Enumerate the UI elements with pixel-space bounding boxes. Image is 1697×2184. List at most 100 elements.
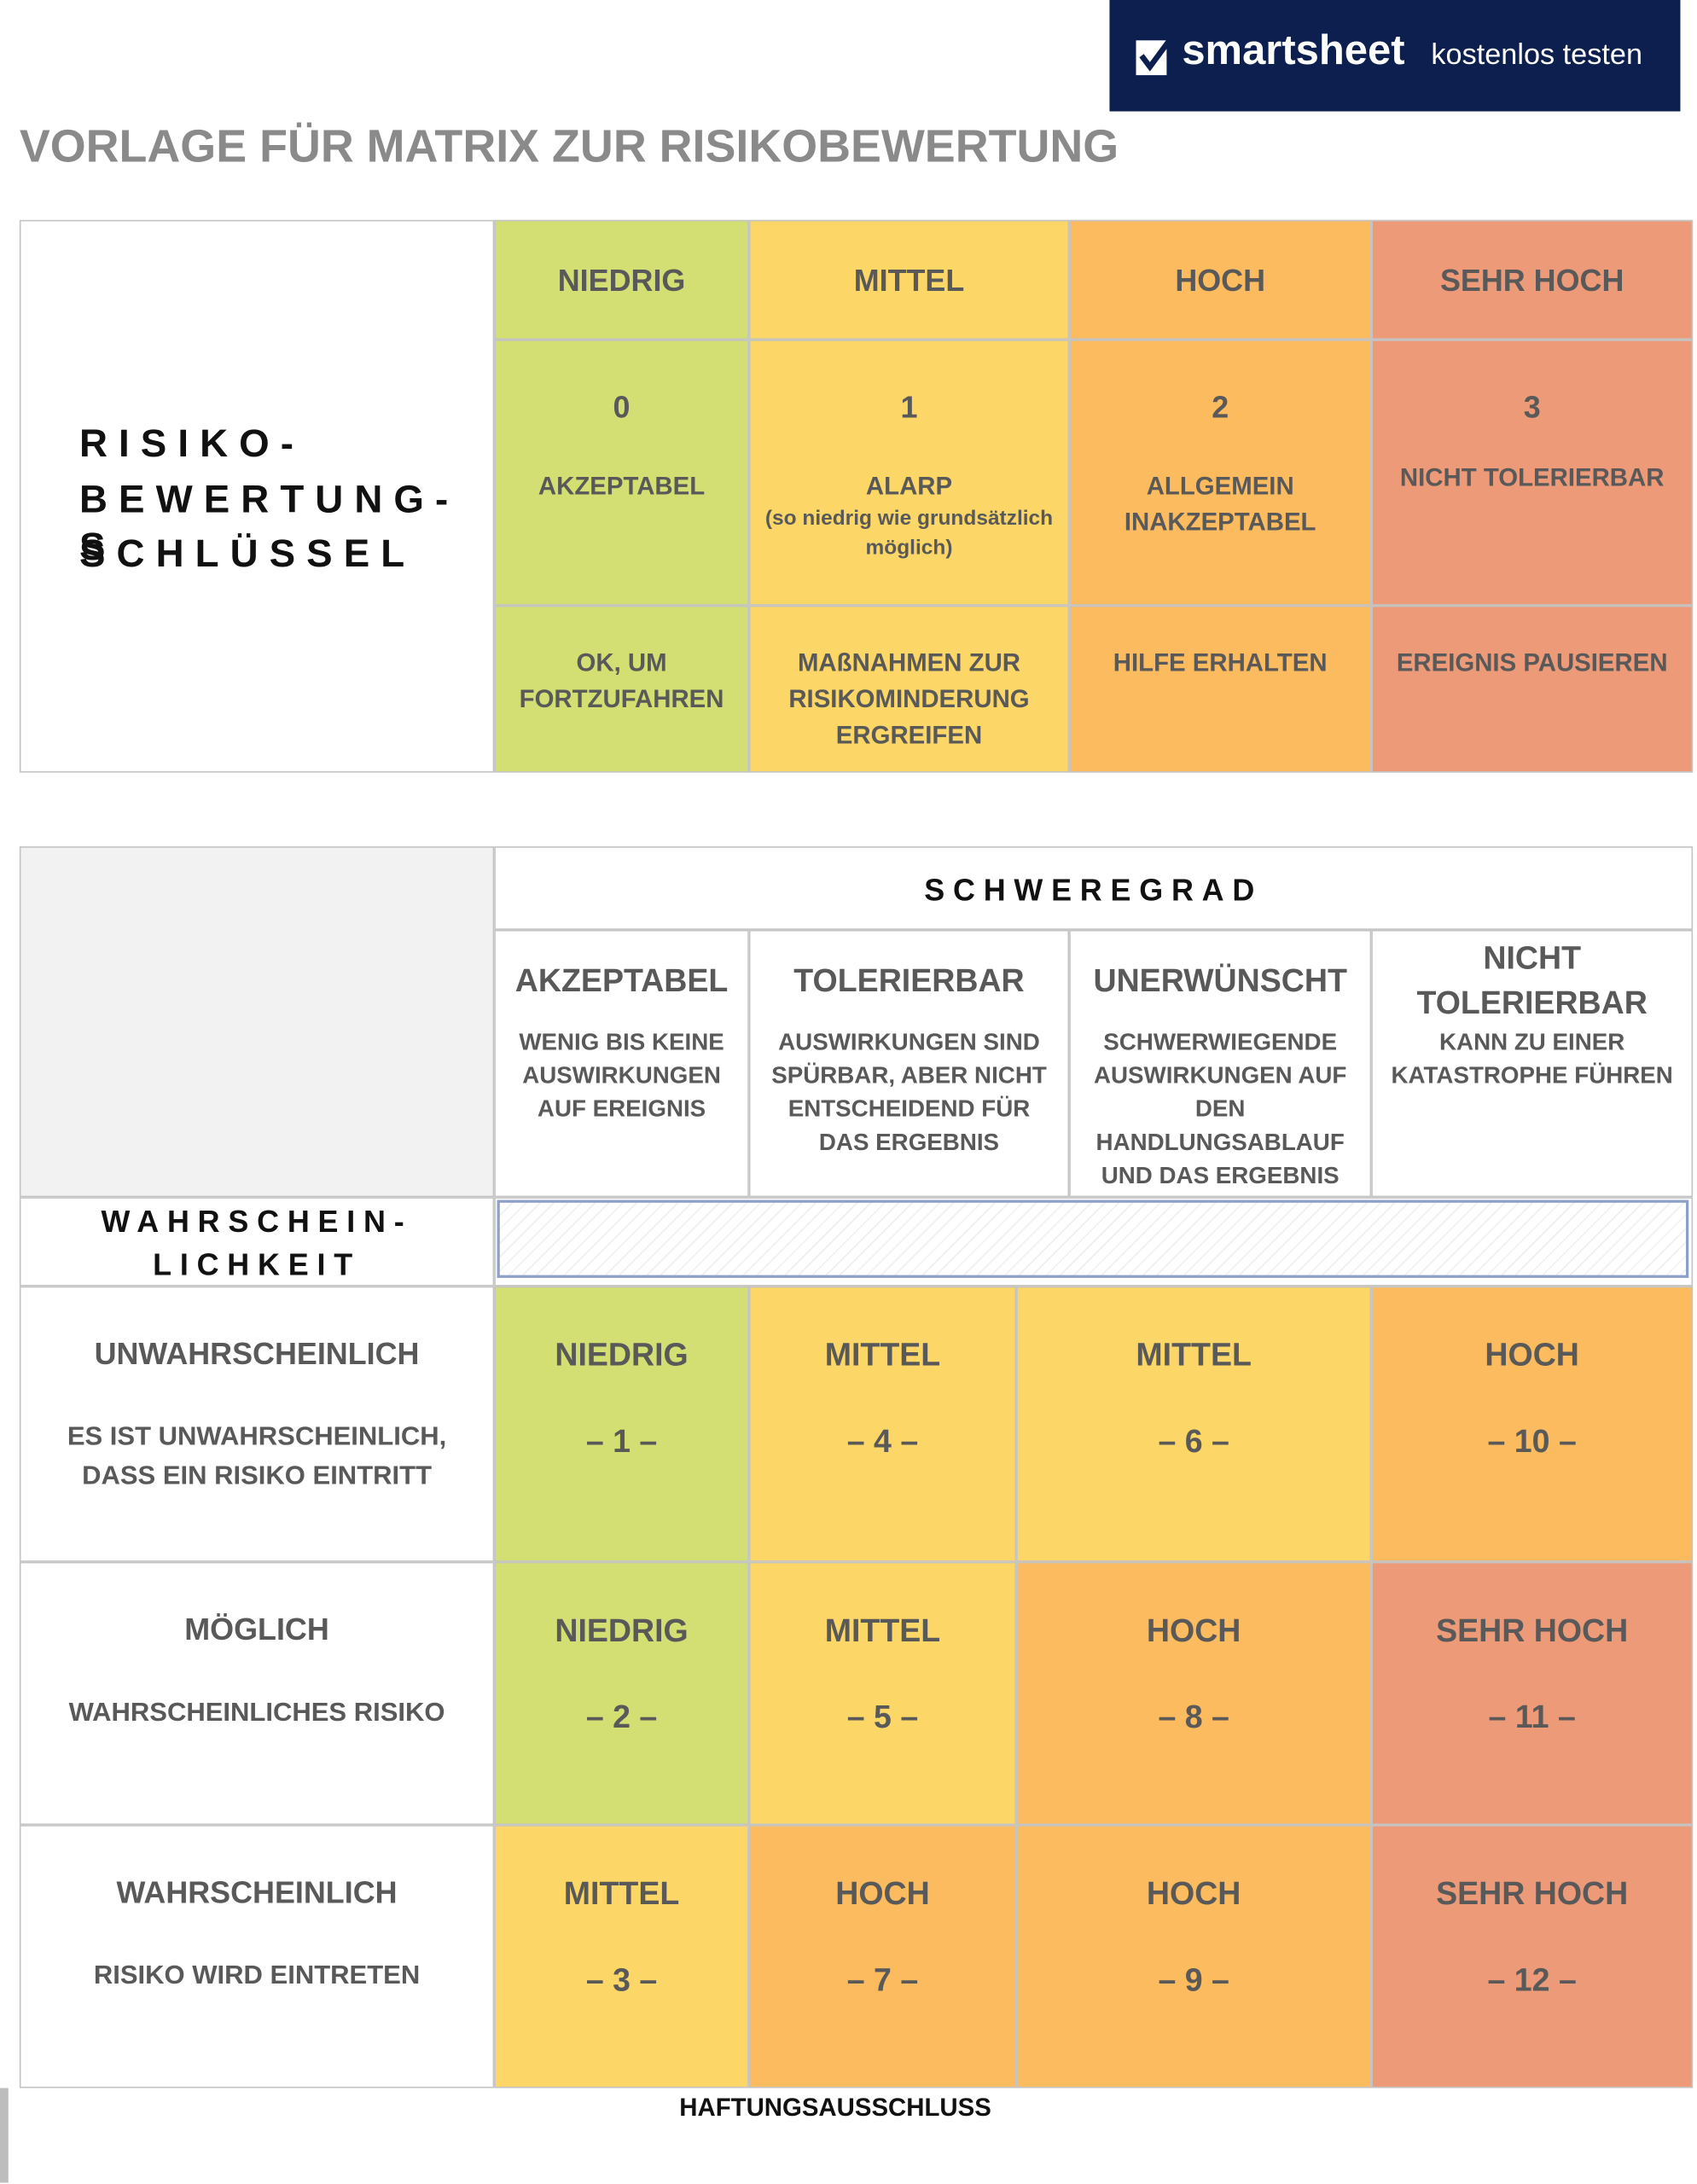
key-level: NIEDRIG <box>557 263 686 299</box>
risk-cell <box>494 1561 749 1826</box>
key-score: 3 <box>1523 389 1541 425</box>
key-level-cell <box>748 219 1070 340</box>
severity-cell <box>494 929 749 1198</box>
likelihood-title: LICHKEIT <box>153 1247 361 1282</box>
severity-description: WENIG BIS KEINE AUSWIRKUNGEN AUF EREIGNI… <box>519 1028 724 1123</box>
key-level: HOCH <box>1175 263 1266 299</box>
risk-label: HOCH <box>1485 1336 1579 1373</box>
logo[interactable]: smartsheet kostenlos testen <box>1109 0 1681 112</box>
risk-label: MITTEL <box>1136 1336 1252 1373</box>
title: VORLAGE FÜR MATRIX ZUR RISIKOBEWERTUNG <box>19 119 1119 171</box>
risk-label: MITTEL <box>824 1336 941 1373</box>
risk-label: NIEDRIG <box>555 1336 689 1373</box>
risk-score: – 10 – <box>1487 1422 1577 1460</box>
risk-score: – 2 – <box>585 1698 658 1735</box>
severity-name: TOLERIERBAR <box>793 961 1025 998</box>
severity-name: AKZEPTABEL <box>514 961 729 998</box>
risk-label: HOCH <box>835 1874 930 1912</box>
key-title: BEWERTUNG-S <box>79 476 460 567</box>
key-score-cell <box>494 340 749 606</box>
severity-title: SCHWEREGRAD <box>924 873 1264 908</box>
likelihood-name: MÖGLICH <box>184 1612 329 1647</box>
risk-score: – 8 – <box>1158 1698 1229 1735</box>
key-rating: ALARP <box>865 472 953 500</box>
likelihood-description: ES IST UNWAHRSCHEINLICH, DASS EIN RISIKO… <box>67 1422 447 1491</box>
key-action: OK, UM FORTZUFAHREN <box>519 648 724 713</box>
logo-icon <box>1136 38 1172 76</box>
risk-score: – 12 – <box>1487 1961 1577 1998</box>
risk-label: HOCH <box>1146 1874 1241 1912</box>
key-score-cell <box>748 340 1070 606</box>
likelihood-cell <box>19 1286 495 1562</box>
footer: HAFTUNGSAUSSCHLUSS <box>679 2094 991 2122</box>
key-action-cell <box>1069 605 1372 773</box>
risk-score: – 6 – <box>1158 1422 1229 1460</box>
key-level-cell <box>494 219 749 340</box>
key-title: SCHLÜSSEL <box>79 531 416 575</box>
risk-score: – 7 – <box>846 1961 919 1998</box>
risk-label: HOCH <box>1146 1612 1241 1648</box>
risk-cell <box>748 1825 1017 2088</box>
key-level: MITTEL <box>853 263 965 299</box>
key-action-cell <box>1371 605 1694 773</box>
key-score: 0 <box>613 389 631 425</box>
risk-cell <box>1371 1825 1694 2088</box>
likelihood-name: WAHRSCHEINLICH <box>116 1874 398 1910</box>
risk-score: – 9 – <box>1158 1961 1229 1998</box>
likelihood-header-blank <box>19 846 495 1198</box>
risk-score: – 11 – <box>1488 1698 1576 1735</box>
key-score: 1 <box>900 389 918 425</box>
key-level-cell <box>1069 219 1372 340</box>
severity-cell <box>1069 929 1372 1198</box>
severity-description: KANN ZU EINER KATASTROPHE FÜHREN <box>1391 1028 1673 1089</box>
logo-cta: kostenlos testen <box>1431 38 1643 72</box>
risk-score: – 5 – <box>846 1698 919 1735</box>
risk-cell <box>1016 1825 1372 2088</box>
risk-cell <box>1371 1561 1694 1826</box>
likelihood-name: UNWAHRSCHEINLICH <box>94 1336 420 1372</box>
key-action-cell <box>494 605 749 773</box>
severity-description: AUSWIRKUNGEN SIND SPÜRBAR, ABER NICHT EN… <box>771 1028 1047 1156</box>
key-action: EREIGNIS PAUSIEREN <box>1396 648 1668 677</box>
severity-name: UNERWÜNSCHT <box>1093 961 1347 998</box>
key-action: MAßNAHMEN ZUR RISIKOMINDERUNG ERGREIFEN <box>788 648 1030 749</box>
key-level-cell <box>1371 219 1694 340</box>
severity-title-cell <box>494 846 1694 930</box>
logo-brand: smartsheet <box>1182 27 1405 74</box>
key-action: HILFE ERHALTEN <box>1113 648 1328 677</box>
key-rating: NICHT TOLERIERBAR <box>1399 463 1665 491</box>
key-title: RISIKO- <box>79 421 305 465</box>
key-level: SEHR HOCH <box>1439 263 1624 299</box>
risk-label: MITTEL <box>563 1874 680 1912</box>
severity-name: NICHT TOLERIERBAR <box>1416 939 1648 1021</box>
risk-score: – 1 – <box>585 1422 658 1460</box>
key-score-cell <box>1371 340 1694 606</box>
key-score: 2 <box>1212 389 1229 425</box>
key-note: (so niedrig wie grundsätzlich möglich) <box>764 506 1054 560</box>
risk-cell <box>1016 1561 1372 1826</box>
key-title-cell <box>19 219 495 773</box>
side-bar <box>0 2088 9 2183</box>
likelihood-title-cell <box>19 1197 495 1287</box>
risk-cell <box>494 1825 749 2088</box>
likelihood-description: WAHRSCHEINLICHES RISIKO <box>68 1698 445 1728</box>
likelihood-cell <box>19 1825 495 2088</box>
risk-label: SEHR HOCH <box>1436 1612 1629 1648</box>
severity-cell <box>748 929 1070 1198</box>
risk-cell <box>1016 1286 1372 1562</box>
likelihood-description: RISIKO WIRD EINTRETEN <box>93 1961 421 1991</box>
severity-cell <box>1371 929 1694 1198</box>
risk-score: – 4 – <box>846 1422 919 1460</box>
risk-cell <box>748 1561 1017 1826</box>
key-action-cell <box>748 605 1070 773</box>
key-rating: AKZEPTABEL <box>538 472 706 500</box>
risk-label: MITTEL <box>824 1612 941 1648</box>
risk-label: NIEDRIG <box>555 1612 689 1648</box>
risk-cell <box>494 1286 749 1562</box>
severity-description: SCHWERWIEGENDE AUSWIRKUNGEN AUF DEN HAND… <box>1093 1028 1347 1189</box>
risk-cell <box>748 1286 1017 1562</box>
risk-score: – 3 – <box>585 1961 658 1998</box>
key-score-cell <box>1069 340 1372 606</box>
hatch-bar <box>497 1199 1689 1278</box>
